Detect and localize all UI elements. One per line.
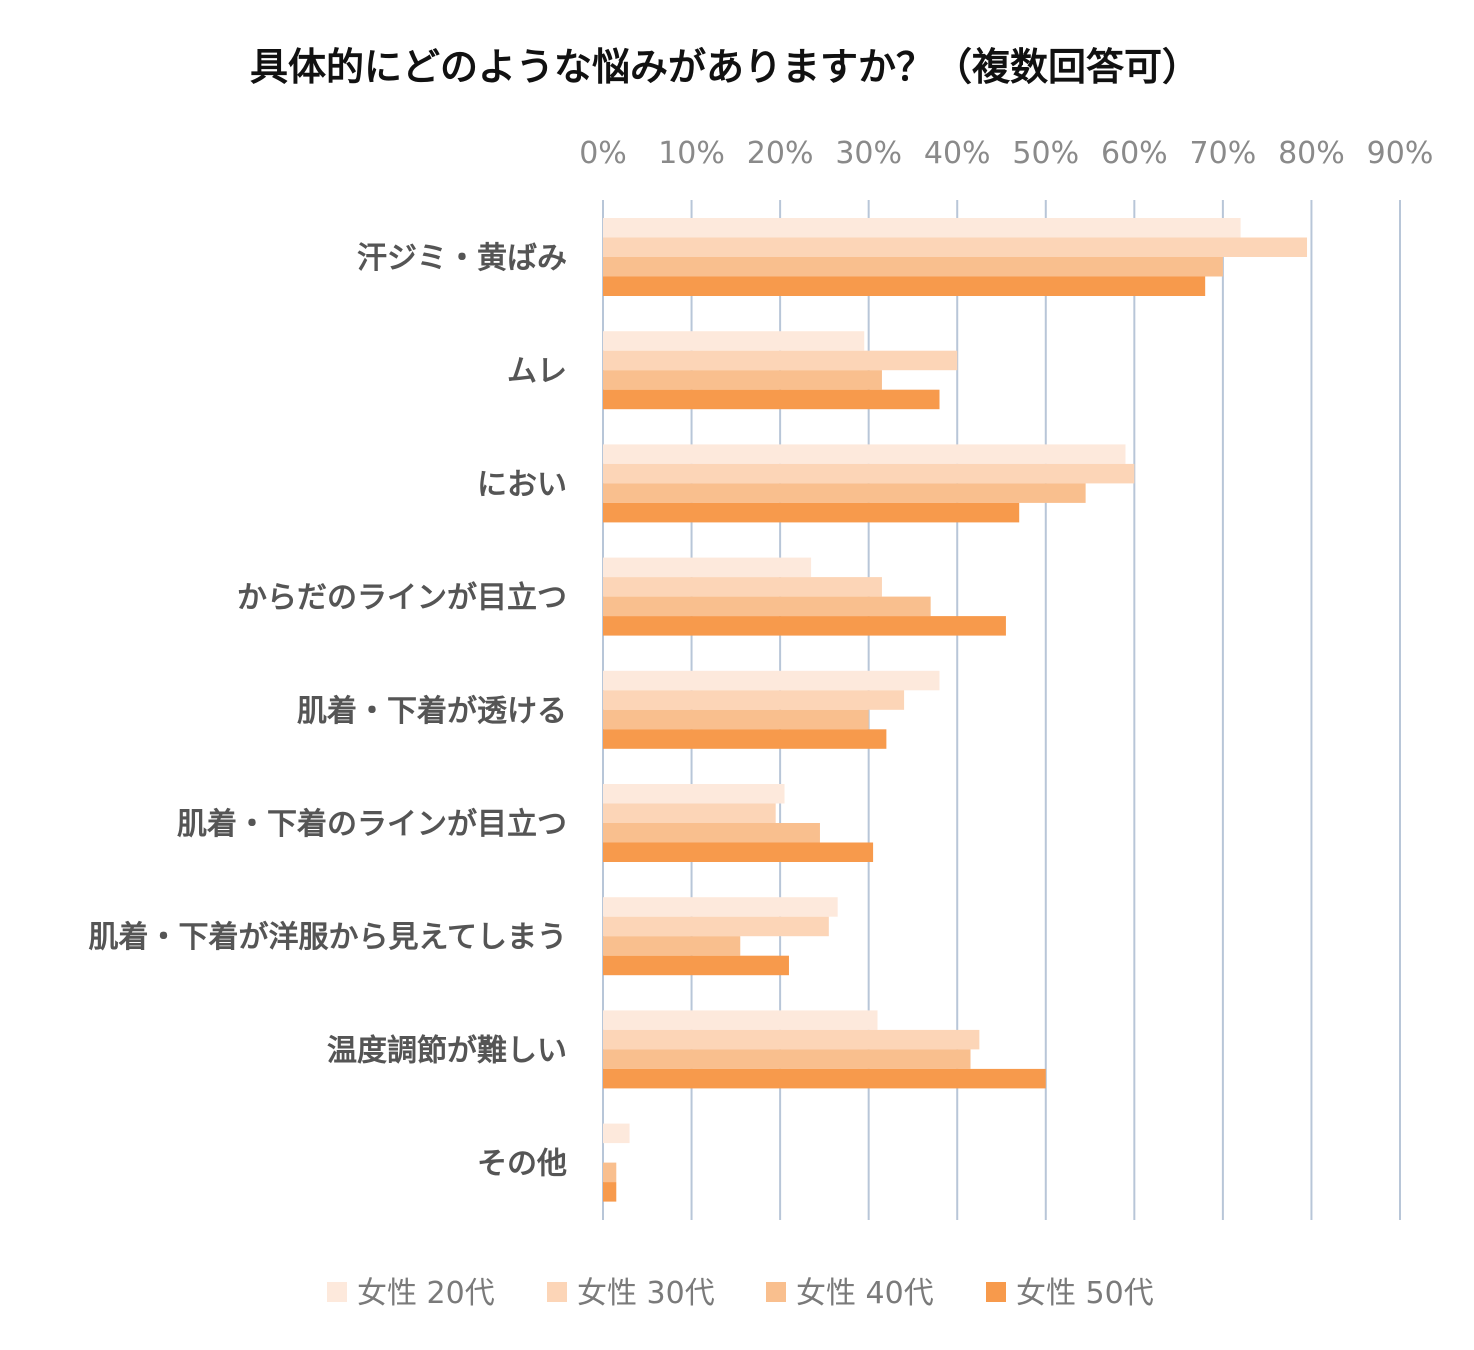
category-label-3: におい	[477, 467, 567, 502]
legend-swatch-1	[327, 1282, 347, 1302]
bar-1-series-3	[603, 257, 1223, 277]
legend-label-2: 女性 30代	[577, 1276, 715, 1311]
tick-label-60: 60%	[1101, 136, 1168, 171]
tick-label-70: 70%	[1190, 136, 1257, 171]
bar-6-series-3	[603, 823, 820, 843]
bar-3-series-1	[603, 444, 1126, 464]
legend-label-1: 女性 20代	[357, 1276, 495, 1311]
bar-3-series-3	[603, 483, 1086, 503]
legend-label-4: 女性 50代	[1016, 1276, 1154, 1311]
bar-8-series-2	[603, 1029, 980, 1050]
category-label-9: その他	[477, 1147, 567, 1182]
category-label-8: 温度調節が難しい	[327, 1033, 567, 1068]
category-label-6: 肌着・下着のラインが目立つ	[177, 807, 567, 842]
tick-label-80: 80%	[1278, 136, 1345, 171]
tick-label-40: 40%	[924, 136, 991, 171]
legend-swatch-2	[547, 1282, 567, 1302]
category-labels: 汗ジミ・黄ばみムレにおいからだのラインが目立つ肌着・下着が透ける肌着・下着のライ…	[89, 241, 568, 1182]
tick-label-90: 90%	[1367, 136, 1434, 171]
bar-5-series-3	[603, 709, 869, 730]
bar-8-series-1	[603, 1010, 878, 1030]
tick-label-20: 20%	[747, 136, 814, 171]
chart-title: 具体的にどのような悩みがありますか？（複数回答可）	[250, 45, 1200, 89]
bar-7-series-4	[603, 955, 789, 976]
bar-2-series-1	[603, 331, 865, 351]
bar-7-series-1	[603, 897, 838, 917]
bar-6-series-2	[603, 803, 776, 823]
bar-7-series-3	[603, 936, 741, 956]
category-label-4: からだのラインが目立つ	[237, 581, 567, 616]
bar-1-series-4	[603, 276, 1206, 296]
legend-label-3: 女性 40代	[796, 1276, 934, 1311]
bar-5-series-1	[603, 670, 940, 691]
bar-6-series-1	[603, 784, 785, 804]
tick-label-30: 30%	[835, 136, 902, 171]
category-label-2: ムレ	[507, 354, 567, 389]
bar-8-series-3	[603, 1049, 971, 1069]
bar-2-series-2	[603, 350, 958, 371]
bar-9-series-4	[603, 1182, 617, 1202]
bar-4-series-3	[603, 596, 931, 617]
bar-8-series-4	[603, 1068, 1046, 1089]
bar-3-series-2	[603, 463, 1135, 484]
bar-7-series-2	[603, 916, 829, 937]
bar-2-series-3	[603, 370, 882, 390]
bar-2-series-4	[603, 389, 940, 410]
x-axis-ticks: 0% 10% 20% 30% 40% 50% 60% 70% 80% 90%	[579, 136, 1433, 171]
category-label-7: 肌着・下着が洋服から見えてしまう	[89, 920, 568, 955]
tick-label-10: 10%	[658, 136, 725, 171]
legend: 女性 20代 女性 30代 女性 40代 女性 50代	[327, 1276, 1154, 1311]
bar-4-series-1	[603, 557, 812, 578]
bar-4-series-2	[603, 577, 882, 597]
bar-4-series-4	[603, 616, 1006, 636]
bar-5-series-2	[603, 690, 905, 710]
tick-label-50: 50%	[1012, 136, 1079, 171]
bar-5-series-4	[603, 729, 887, 749]
bar-1-series-1	[603, 218, 1241, 238]
bar-6-series-4	[603, 842, 874, 862]
bar-1-series-2	[603, 237, 1308, 257]
bar-3-series-4	[603, 502, 1020, 523]
category-label-5: 肌着・下着が透ける	[297, 694, 567, 729]
tick-label-0: 0%	[579, 136, 627, 171]
legend-swatch-3	[766, 1282, 786, 1302]
bars	[603, 218, 1308, 1202]
bar-9-series-3	[603, 1162, 617, 1183]
legend-swatch-4	[986, 1282, 1006, 1302]
bar-9-series-1	[603, 1123, 630, 1144]
category-label-1: 汗ジミ・黄ばみ	[357, 241, 567, 276]
